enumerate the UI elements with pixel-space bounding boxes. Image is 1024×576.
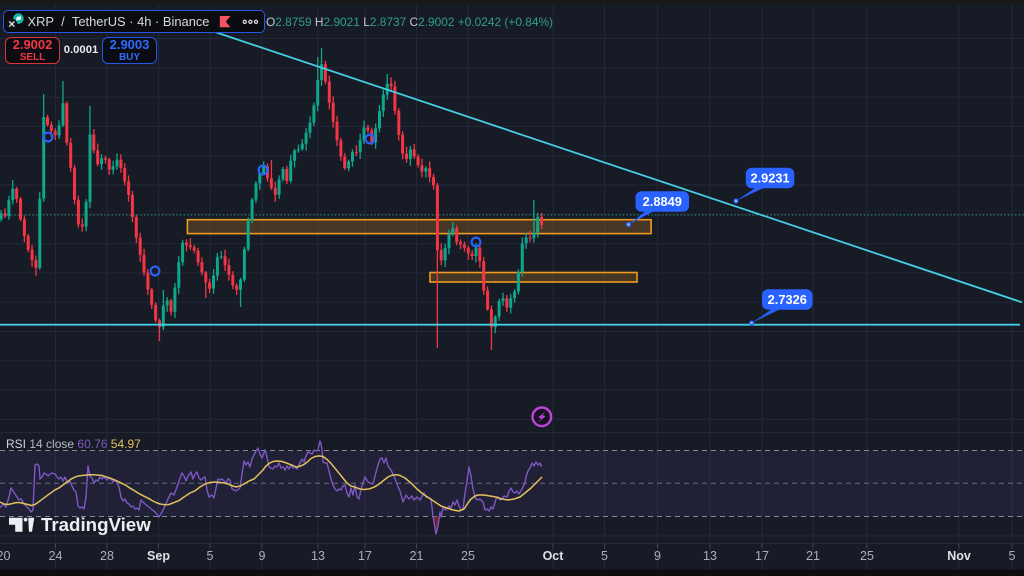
svg-text:5: 5	[1009, 549, 1016, 563]
svg-text:5: 5	[601, 549, 608, 563]
svg-text:21: 21	[410, 549, 424, 563]
svg-text:Oct: Oct	[543, 549, 565, 563]
svg-text:25: 25	[860, 549, 874, 563]
svg-text:25: 25	[461, 549, 475, 563]
svg-text:TradingView: TradingView	[41, 514, 151, 535]
svg-text:20: 20	[0, 549, 10, 563]
svg-text:24: 24	[49, 549, 63, 563]
svg-text:17: 17	[358, 549, 372, 563]
svg-text:21: 21	[806, 549, 820, 563]
svg-text:5: 5	[207, 549, 214, 563]
svg-text:17: 17	[755, 549, 769, 563]
svg-text:2.9231: 2.9231	[750, 171, 789, 186]
svg-text:2.7326: 2.7326	[768, 292, 807, 307]
svg-text:Sep: Sep	[147, 549, 170, 563]
svg-text:2.8849: 2.8849	[643, 194, 682, 209]
svg-text:13: 13	[311, 549, 325, 563]
svg-text:Nov: Nov	[947, 549, 971, 563]
svg-text:9: 9	[259, 549, 266, 563]
svg-text:28: 28	[100, 549, 114, 563]
svg-text:13: 13	[703, 549, 717, 563]
svg-text:9: 9	[654, 549, 661, 563]
svg-text:RSI 14 close 60.76 54.97: RSI 14 close 60.76 54.97	[6, 437, 141, 451]
